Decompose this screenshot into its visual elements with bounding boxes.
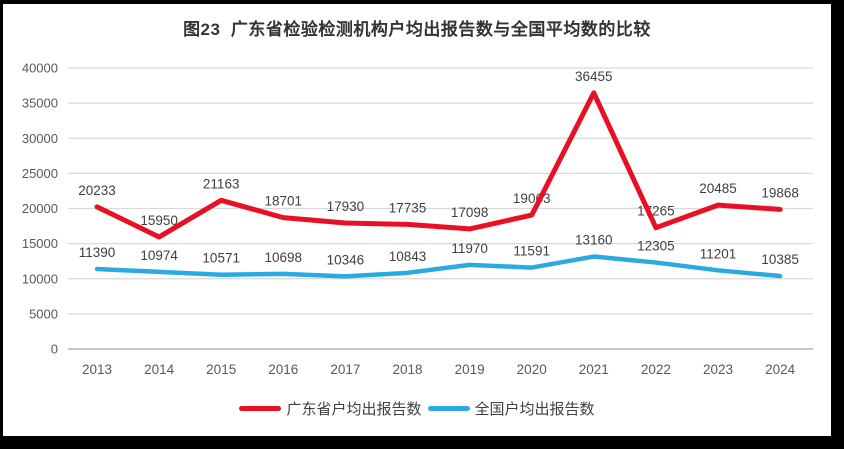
chart-title: 图23 广东省检验检测机构户均出报告数与全国平均数的比较: [183, 20, 651, 39]
x-axis-label: 2014: [144, 362, 175, 377]
x-axis-label: 2016: [268, 362, 298, 377]
data-label: 11591: [513, 244, 550, 259]
y-tick-label: 10000: [22, 271, 58, 286]
legend-swatch-blue-line: [427, 406, 470, 411]
legend-label-guangdong: 广东省户均出报告数: [286, 401, 422, 418]
line-chart-canvas: 0 5000 10000 15000 20000 25000 30000 35000 40000…: [22, 61, 813, 377]
legend-item-guangdong: 广东省户均出报告数: [239, 398, 422, 419]
legend-swatch-red-line: [239, 406, 282, 411]
x-axis-label: 2018: [392, 362, 422, 377]
y-tick-label: 5000: [29, 306, 58, 321]
legend-item-national: 全国户均出报告数: [427, 398, 595, 419]
x-axis-label: 2020: [517, 362, 547, 377]
y-tick-label: 0: [51, 342, 58, 357]
y-tick-label: 35000: [22, 96, 58, 111]
data-label: 11201: [700, 246, 737, 261]
data-label: 10571: [202, 251, 240, 266]
data-label: 10385: [761, 252, 799, 267]
data-label: 17735: [389, 200, 427, 215]
y-tick-label: 15000: [22, 236, 58, 251]
x-axis-label: 2021: [579, 362, 609, 377]
data-label: 20233: [78, 183, 116, 198]
legend: 广东省户均出报告数 全国户均出报告数: [3, 398, 831, 419]
data-label: 20485: [699, 181, 737, 196]
y-tick-label: 30000: [22, 131, 58, 146]
data-label: 10843: [389, 249, 427, 264]
x-axis-label: 2022: [641, 362, 671, 377]
data-label: 17930: [327, 199, 365, 214]
data-label: 17098: [451, 205, 489, 220]
x-axis-label: 2023: [703, 362, 733, 377]
data-label: 18701: [265, 194, 303, 209]
data-label: 10974: [140, 248, 178, 263]
x-axis-label: 2019: [455, 362, 485, 377]
data-label: 10698: [265, 250, 303, 265]
data-label: 36455: [575, 69, 613, 84]
y-tick-label: 40000: [22, 61, 58, 76]
data-label: 21163: [203, 176, 240, 191]
data-label: 19868: [761, 185, 799, 200]
y-tick-label: 25000: [22, 166, 58, 181]
data-label: 11970: [451, 241, 488, 256]
x-axis-label: 2024: [765, 362, 796, 377]
y-tick-label: 20000: [22, 201, 58, 216]
series-line-1: [94, 254, 783, 279]
data-label: 12305: [637, 239, 675, 254]
series-line-0: [94, 90, 783, 240]
legend-label-national: 全国户均出报告数: [474, 401, 595, 418]
data-label: 10346: [327, 252, 365, 267]
x-axis-label: 2013: [82, 362, 112, 377]
data-label: 13160: [575, 233, 613, 248]
x-axis-label: 2015: [206, 362, 236, 377]
data-label: 17265: [637, 204, 675, 219]
x-axis-label: 2017: [330, 362, 360, 377]
data-label: 15950: [140, 213, 178, 228]
data-label: 11390: [79, 245, 116, 260]
